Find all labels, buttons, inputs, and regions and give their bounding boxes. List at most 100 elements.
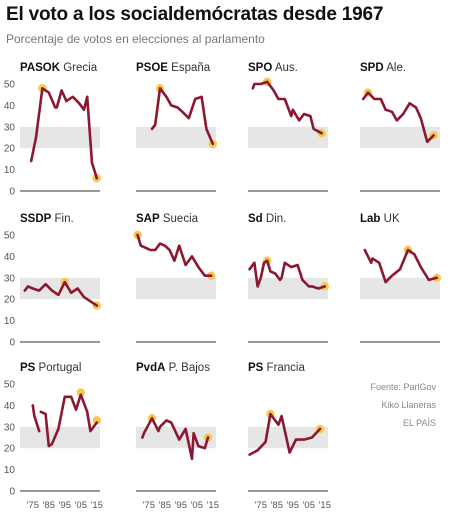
y-tick-label: 10 (4, 316, 16, 327)
series-line (141, 416, 210, 461)
panel-title: SAP Suecia (136, 213, 199, 225)
panel-title-country: Portugal (35, 362, 81, 374)
credit-source: Fuente: ParlGov (370, 382, 436, 392)
x-tick-label: '15 (91, 500, 103, 511)
x-tick-label: '85 (271, 500, 283, 511)
panel-title-country: Suecia (160, 213, 199, 225)
y-tick-label: 20 (4, 295, 16, 306)
panel-title-country: Grecia (60, 62, 98, 74)
y-tick-label: 20 (4, 444, 16, 455)
series-line (136, 233, 213, 277)
series-line (29, 87, 99, 180)
chart-panel: Lab UK (360, 213, 441, 343)
reference-band (248, 126, 328, 149)
page-title: El voto a los socialdemócratas desde 196… (6, 4, 384, 25)
panel-title-code: Sd (248, 213, 263, 225)
y-tick-label: 50 (4, 80, 16, 91)
reference-band (20, 126, 100, 149)
panel-title-code: PS (248, 362, 264, 374)
panel-title: SSDP Fin. (20, 213, 74, 225)
x-tick-label: '95 (59, 500, 71, 511)
credits: Fuente: ParlGov Kiko Llaneras EL PAÍS (370, 378, 436, 432)
panel-title-code: SPD (360, 62, 384, 74)
x-tick-label: '05 (191, 500, 203, 511)
panel-title-country: Ale. (384, 62, 406, 74)
panel-title-country: Fin. (51, 213, 73, 225)
reference-band (360, 277, 440, 300)
y-tick-label: 50 (4, 380, 16, 391)
y-tick-label: 30 (4, 422, 16, 433)
panel-title-country: España (168, 62, 211, 74)
series-line (251, 80, 323, 135)
series-line (248, 412, 322, 456)
y-tick-label: 30 (4, 273, 16, 284)
panel-title: PSOE España (136, 62, 211, 74)
reference-band (136, 126, 216, 149)
y-tick-label: 40 (4, 401, 16, 412)
chart-panel: PvdA P. Bajos '75 '85 '95 '05 '15 (136, 362, 219, 511)
panel-title-country: Din. (263, 213, 287, 225)
y-tick-label: 0 (9, 187, 15, 198)
x-tick-label: '05 (75, 500, 87, 511)
chart-panel: SAP Suecia (133, 213, 216, 343)
x-tick-label: '95 (175, 500, 187, 511)
credit-author: Kiko Llaneras (381, 400, 436, 410)
y-tick-label: 10 (4, 465, 16, 476)
panel-title-country: UK (380, 213, 400, 225)
y-tick-label: 0 (9, 338, 15, 349)
chart-panel: PSOE España (136, 62, 217, 192)
reference-band (360, 126, 440, 149)
panel-title-code: PvdA (136, 362, 165, 374)
panel-title: SPO Aus. (248, 62, 298, 74)
series-line (248, 259, 327, 290)
panel-title: PS Francia (248, 362, 305, 374)
x-tick-label: '85 (159, 500, 171, 511)
y-tick-label: 10 (4, 165, 16, 176)
panel-title: SPD Ale. (360, 62, 406, 74)
panel-title: PvdA P. Bajos (136, 362, 210, 374)
series-line (23, 280, 99, 307)
reference-band (136, 277, 216, 300)
chart-panel: SSDP Fin. 0 10 20 30 40 50 (4, 213, 102, 349)
panel-title-code: PSOE (136, 62, 168, 74)
panel-title-country: Francia (263, 362, 305, 374)
panel-title-code: Lab (360, 213, 380, 225)
panel-title: PS Portugal (20, 362, 81, 374)
panel-title-code: SAP (136, 213, 160, 225)
x-tick-label: '15 (207, 500, 219, 511)
chart-panel: PS Francia '75 '85 '95 '05 '15 (248, 362, 331, 511)
x-tick-label: '75 (143, 500, 155, 511)
series-line (39, 393, 99, 448)
panel-title-code: PASOK (20, 62, 61, 74)
reference-band (20, 426, 100, 449)
chart-panel: SPD Ale. (360, 62, 440, 192)
chart-panel: Sd Din. (248, 213, 329, 343)
chart-panel: SPO Aus. (248, 62, 328, 192)
page-subtitle: Porcentaje de votos en elecciones al par… (6, 32, 265, 46)
chart-panel: PS Portugal 0 10 20 30 40 50 '75 '85 '95 '05 '15 (4, 362, 103, 511)
panel-title: Lab UK (360, 213, 400, 225)
panel-title-code: PS (20, 362, 36, 374)
x-tick-label: '05 (303, 500, 315, 511)
credit-publisher: EL PAÍS (402, 418, 436, 428)
y-tick-label: 0 (9, 487, 15, 498)
series-line (150, 87, 215, 146)
panel-title-code: SPO (248, 62, 272, 74)
series-line (361, 91, 435, 144)
y-tick-label: 40 (4, 101, 16, 112)
series-line (363, 248, 439, 284)
x-tick-label: '75 (27, 500, 39, 511)
x-tick-label: '85 (43, 500, 55, 511)
chart-panel: PASOK Grecia 0 10 20 30 40 50 (4, 62, 102, 198)
x-tick-label: '15 (319, 500, 331, 511)
highlight-point (76, 388, 86, 397)
highlight-point (92, 416, 102, 425)
series-line (31, 404, 41, 433)
x-tick-label: '95 (287, 500, 299, 511)
panel-title: Sd Din. (248, 213, 286, 225)
reference-band (248, 277, 328, 300)
y-tick-label: 20 (4, 144, 16, 155)
x-tick-label: '75 (255, 500, 267, 511)
y-tick-label: 40 (4, 252, 16, 263)
